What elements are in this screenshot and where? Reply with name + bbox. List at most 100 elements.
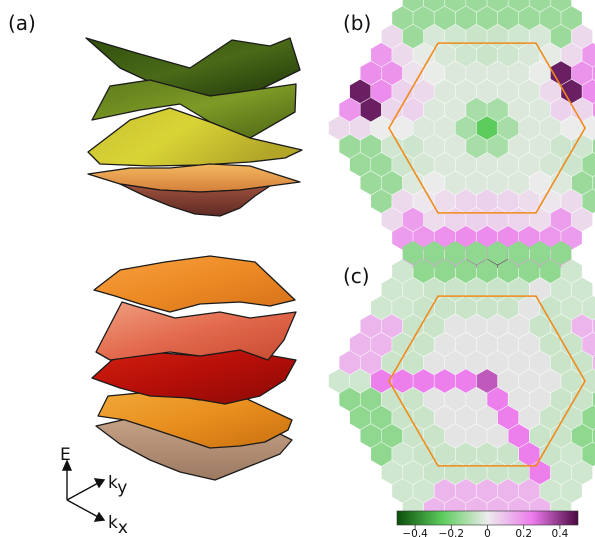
map-c-cell — [423, 350, 445, 375]
colorbar-tick-label: −0.2 — [439, 528, 465, 537]
map-c-cell — [529, 350, 551, 375]
map-b-cell — [402, 61, 424, 85]
map-b-cell — [360, 171, 382, 195]
map-c-cell — [445, 350, 466, 375]
map-b-cell — [413, 79, 434, 104]
map-b-cell — [529, 134, 551, 159]
map-c-cell — [497, 405, 519, 430]
map-c-cell — [487, 314, 508, 338]
map-c-cell — [476, 259, 498, 284]
map-b-cell — [571, 24, 593, 49]
map-c-cell — [466, 350, 487, 375]
map-c-cell — [582, 295, 595, 320]
map-c-cell — [360, 424, 382, 448]
map-b-cell — [487, 61, 508, 85]
map-c-cell — [550, 241, 572, 265]
map-b-cell — [476, 189, 498, 214]
map-c-cell — [487, 241, 508, 265]
map-c-cell — [392, 332, 413, 357]
map-b-cell — [476, 6, 498, 31]
map-c-cell — [466, 424, 487, 448]
map-b-cell — [497, 189, 519, 214]
map-b-cell — [371, 42, 392, 67]
map-b-cell — [445, 171, 466, 195]
map-c-cell — [518, 405, 540, 430]
map-b-cell — [497, 225, 519, 250]
map-b-cell — [466, 171, 487, 195]
map-c-cell — [413, 332, 434, 357]
map-c-cell — [518, 442, 540, 467]
map-b-cell — [529, 61, 551, 85]
map-c-cell — [508, 314, 529, 338]
map-b-cell — [540, 6, 561, 31]
map-b-cell — [445, 207, 466, 232]
map-b-cell — [381, 24, 403, 49]
map-b-cell — [371, 152, 392, 177]
map-c-cell — [434, 405, 456, 430]
map-c-cell — [508, 424, 529, 448]
map-c-cell — [445, 387, 466, 412]
map-c-cell — [371, 442, 392, 467]
map-c-cell — [445, 277, 466, 302]
map-b-cell — [434, 225, 456, 250]
map-c-cell — [497, 442, 519, 467]
map-c-cell — [561, 442, 582, 467]
colorbar-tick-label: 0.4 — [552, 528, 569, 537]
map-b-cell — [497, 42, 519, 67]
map-b-cell — [518, 79, 540, 104]
map-c-cell — [402, 387, 424, 412]
kx-axis — [66, 499, 101, 519]
map-c-cell — [476, 405, 498, 430]
band-surfaces-lower — [91, 255, 297, 481]
map-c-cell — [497, 259, 519, 284]
map-b-cell — [423, 0, 445, 12]
map-b-cell — [508, 207, 529, 232]
colorbar — [396, 510, 579, 526]
map-c-cell — [508, 241, 529, 265]
map-c-cell — [497, 332, 519, 357]
map-c-cell — [487, 277, 508, 302]
map-c-cell — [381, 277, 403, 302]
map-b-cell — [518, 42, 540, 67]
map-b-cell — [402, 134, 424, 159]
map-c-cell — [497, 295, 519, 320]
map-c-cell — [371, 369, 392, 393]
map-b-cell — [540, 152, 561, 177]
map-c-cell — [413, 405, 434, 430]
map-b-cell — [561, 79, 582, 104]
map-b-cell — [434, 79, 456, 104]
map-b-cell — [550, 0, 572, 12]
map-b-cell — [476, 116, 498, 140]
map-b-cell — [466, 97, 487, 122]
map-c-cell — [360, 314, 382, 338]
map-c-cell — [360, 350, 382, 375]
map-b-cell — [582, 116, 595, 140]
map-c-cell — [540, 405, 561, 430]
map-b-cell — [582, 189, 595, 214]
map-b-cell — [434, 189, 456, 214]
map-c-cell — [476, 478, 498, 503]
map-c-cell — [434, 259, 456, 284]
map-c-cell — [476, 332, 498, 357]
panel-label-a: (a) — [8, 11, 36, 35]
map-b-cell — [392, 79, 413, 104]
map-c-cell — [487, 460, 508, 485]
map-c-cell — [381, 314, 403, 338]
map-c-cell — [466, 314, 487, 338]
map-b-cell — [349, 79, 371, 104]
map-b-cell — [518, 189, 540, 214]
map-b-cell — [392, 225, 413, 250]
map-c-cell — [455, 405, 477, 430]
map-c-cell — [381, 424, 403, 448]
map-b-cell — [550, 24, 572, 49]
map-c-cell — [371, 295, 392, 320]
map-c-cell — [402, 424, 424, 448]
energy-axis-arrowhead — [61, 459, 73, 471]
map-c-cell — [466, 241, 487, 265]
map-c-cell — [529, 387, 551, 412]
map-c-cell — [582, 332, 595, 357]
map-b-cell — [413, 189, 434, 214]
map-b-cell — [360, 134, 382, 159]
map-c-cell — [540, 478, 561, 503]
map-b-cell — [392, 116, 413, 140]
